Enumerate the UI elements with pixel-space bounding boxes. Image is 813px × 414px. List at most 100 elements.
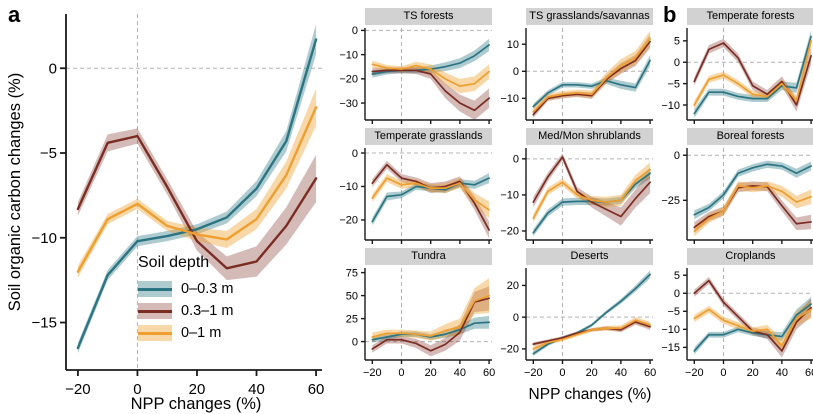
subplot-title-strip: Deserts	[526, 248, 653, 265]
subplot-med-mon-shrublands: Med/Mon shrublands 0 −10 −20	[498, 128, 659, 248]
subplot-tundra: Tundra 75 50 25 0 −20 0 20 40 60	[337, 248, 498, 385]
svg-text:60: 60	[805, 367, 813, 379]
line-0-1 m	[532, 168, 651, 220]
x-axis-label: NPP changes (%)	[131, 395, 262, 413]
subplot-chart-temperate-grasslands: 0 −10 −20	[339, 148, 492, 244]
svg-text:−5: −5	[667, 78, 680, 90]
zero-reference-lines	[526, 148, 653, 240]
line-0-1 m	[371, 294, 490, 338]
series-layer	[371, 160, 490, 239]
chart-temperate-forests: 5 0 −5 −10	[661, 28, 813, 124]
subplot-title-strip: Med/Mon shrublands	[526, 128, 653, 145]
axes	[522, 148, 653, 244]
subplot-title-strip: TS forests	[365, 8, 492, 25]
line-0-0.3 m	[371, 321, 490, 341]
svg-text:40: 40	[454, 367, 466, 379]
panel-b-label: b	[663, 2, 677, 27]
svg-text:−10: −10	[661, 324, 680, 336]
series-layer	[371, 278, 490, 357]
svg-text:0: 0	[720, 367, 726, 379]
chart-ts-grasslands: 10 0 −10	[500, 28, 653, 124]
panel-a: a Soil organic carbon changes (%) NPP ch…	[0, 0, 330, 414]
legend-line-teal	[138, 287, 172, 291]
confidence-band-0-1 m	[694, 181, 812, 237]
legend-item-0-1m: 0–1 m	[138, 322, 233, 344]
axes	[683, 268, 813, 364]
confidence-band-0.3-1 m	[372, 66, 490, 120]
svg-text:0: 0	[559, 367, 565, 379]
axes	[522, 268, 653, 364]
tick-labels: 0 −10 −20 −30	[339, 25, 358, 110]
svg-text:−15: −15	[661, 342, 680, 354]
zero-reference-lines	[526, 268, 653, 360]
confidence-band-0.3-1 m	[533, 153, 651, 226]
subplot-chart-med-mon-shrublands: 0 −10 −20	[500, 148, 653, 244]
svg-text:0: 0	[352, 148, 358, 160]
subplot-title-strip: Temperate forests	[687, 8, 813, 25]
series-layer	[693, 277, 812, 358]
svg-text:0: 0	[49, 60, 57, 77]
tick-labels: 5 0 −5 −10	[661, 36, 680, 112]
svg-text:60: 60	[308, 381, 325, 398]
line-0-1 m	[532, 319, 651, 350]
zero-reference-lines	[365, 28, 492, 120]
legend-label: 0–0.3 m	[181, 281, 234, 297]
series-layer	[532, 270, 651, 357]
line-0-0.3 m	[532, 59, 651, 108]
biome-grid: TS forests 0 −10 −20 −30 TS grasslands/sava…	[337, 8, 813, 385]
svg-text:0: 0	[352, 25, 358, 37]
chart-med-mon-shrublands: 0 −10 −20	[500, 148, 653, 244]
line-0-0.3 m	[693, 35, 812, 115]
subplot-boreal-forests: Boreal forests 0 −25	[659, 128, 813, 248]
svg-text:0: 0	[352, 336, 358, 348]
confidence-band-0-0.3 m	[694, 296, 812, 355]
panel-a-label: a	[8, 2, 21, 27]
line-0-1 m	[693, 308, 812, 347]
legend-swatch-red	[138, 303, 172, 319]
zero-reference-lines	[687, 268, 813, 360]
svg-text:20: 20	[586, 367, 598, 379]
confidence-band-0-0.3 m	[372, 38, 490, 78]
series-layer	[693, 30, 812, 118]
confidence-band-0-0.3 m	[694, 30, 812, 118]
subplot-chart-ts-grasslands: 10 0 −10	[500, 28, 653, 124]
svg-text:−10: −10	[339, 181, 358, 193]
subplot-chart-croplands: 5 0 −5 −10 −15 −20 0 20 40 60	[661, 268, 813, 379]
svg-text:0: 0	[513, 66, 519, 78]
svg-text:0: 0	[513, 312, 519, 324]
confidence-band-0-1 m	[533, 317, 651, 352]
subplot-chart-tundra: 75 50 25 0 −20 0 20 40 60	[346, 267, 495, 379]
panel-b: b TS forests 0 −10 −20 −30 TS grasslands/sa…	[330, 0, 813, 414]
svg-text:−15: −15	[32, 315, 57, 332]
confidence-band-0-0.3 m	[533, 270, 651, 357]
line-0-0.3 m	[693, 163, 812, 216]
subplot-temperate-grasslands: Temperate grasslands 0 −10 −20	[337, 128, 498, 248]
svg-text:20: 20	[425, 367, 437, 379]
svg-text:25: 25	[346, 313, 358, 325]
axes	[683, 28, 813, 124]
subplot-title-strip: Tundra	[365, 248, 492, 265]
svg-text:5: 5	[674, 36, 680, 48]
confidence-band-0.3-1 m	[694, 277, 812, 358]
x-axis-label-panel-b: NPP changes (%)	[528, 386, 652, 403]
svg-text:75: 75	[346, 267, 358, 279]
svg-text:−20: −20	[524, 367, 543, 379]
legend-swatch-yellow	[138, 325, 172, 341]
svg-text:40: 40	[615, 367, 627, 379]
line-0-0.3 m	[693, 303, 812, 352]
svg-text:−20: −20	[500, 226, 519, 238]
svg-text:5: 5	[674, 270, 680, 282]
tick-labels: 10 0 −10	[500, 39, 519, 105]
confidence-band-0.3-1 m	[372, 160, 490, 239]
subplot-title-strip: Croplands	[687, 248, 813, 265]
svg-text:40: 40	[248, 381, 265, 398]
subplot-title-strip: Temperate grasslands	[365, 128, 492, 145]
chart-boreal-forests: 0 −25	[661, 148, 813, 244]
svg-text:−10: −10	[661, 100, 680, 112]
line-0-1 m	[76, 106, 318, 273]
subplot-croplands: Croplands 5 0 −5 −10 −15 −20 0 20 40 60	[659, 248, 813, 385]
zero-reference-lines	[66, 14, 322, 370]
subplot-title-strip: Boreal forests	[687, 128, 813, 145]
chart-temperate-grasslands: 0 −10 −20	[339, 148, 492, 244]
line-0-1 m	[693, 39, 812, 106]
